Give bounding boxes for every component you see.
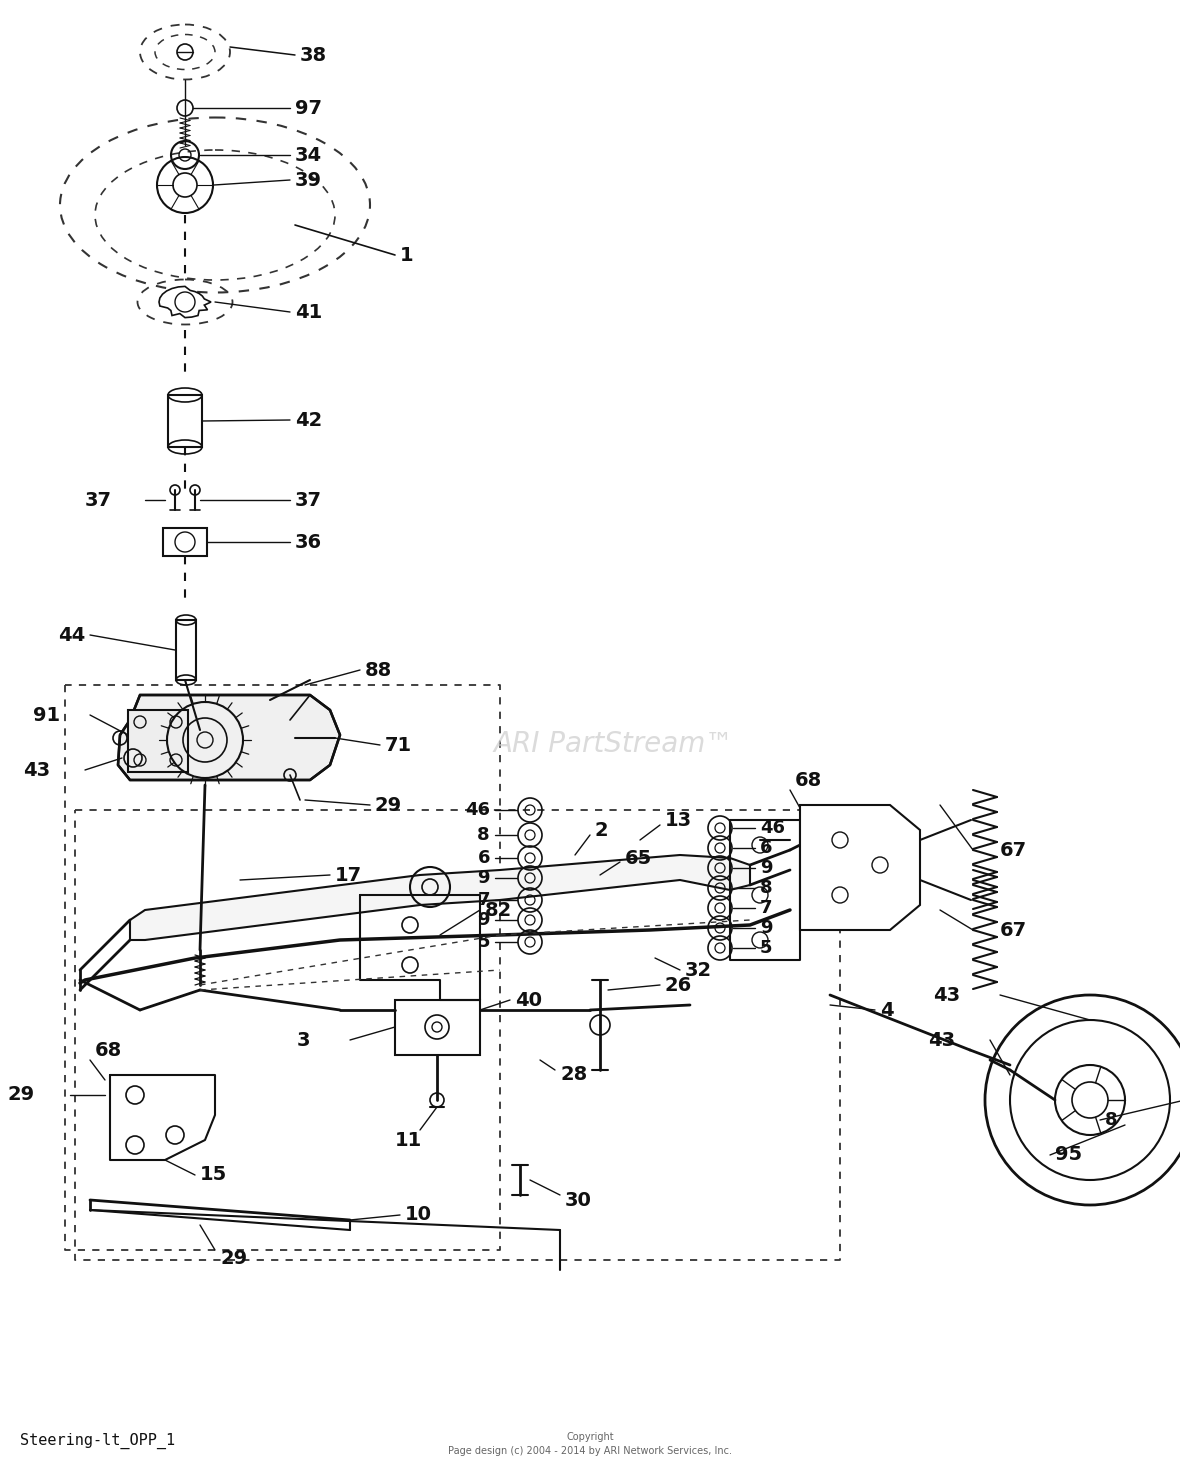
Bar: [127, 710, 188, 772]
Text: 29: 29: [375, 796, 402, 815]
Text: 88: 88: [365, 660, 392, 680]
Text: 38: 38: [300, 46, 327, 65]
Text: 82: 82: [485, 901, 512, 920]
Text: 29: 29: [219, 1248, 247, 1268]
Text: 42: 42: [295, 410, 322, 429]
Text: 1: 1: [400, 246, 414, 264]
Text: 34: 34: [295, 146, 322, 165]
Text: 9: 9: [478, 870, 490, 887]
Text: Copyright
Page design (c) 2004 - 2014 by ARI Network Services, Inc.: Copyright Page design (c) 2004 - 2014 by…: [448, 1433, 732, 1456]
Text: 7: 7: [478, 890, 490, 909]
Text: 15: 15: [199, 1166, 228, 1185]
Text: 46: 46: [760, 820, 785, 837]
Text: 26: 26: [666, 976, 693, 995]
Text: 11: 11: [395, 1131, 422, 1150]
Text: 40: 40: [514, 991, 542, 1010]
Text: 36: 36: [295, 532, 322, 551]
Bar: [395, 999, 480, 1055]
Text: Steering-lt_OPP_1: Steering-lt_OPP_1: [20, 1433, 175, 1449]
Text: 91: 91: [33, 706, 60, 725]
Text: 8: 8: [478, 825, 490, 845]
Text: 9: 9: [760, 918, 773, 937]
Text: 4: 4: [880, 1001, 893, 1020]
Text: 6: 6: [760, 839, 773, 856]
Polygon shape: [130, 855, 750, 940]
Text: 6: 6: [478, 849, 490, 867]
Text: 46: 46: [465, 800, 490, 820]
Text: 43: 43: [933, 986, 961, 1004]
Text: 8: 8: [760, 879, 773, 898]
Bar: [176, 621, 196, 680]
Text: 2: 2: [595, 821, 609, 840]
Text: 65: 65: [625, 849, 653, 868]
Text: 8: 8: [1104, 1111, 1117, 1129]
Text: 5: 5: [760, 939, 773, 957]
Text: 5: 5: [478, 933, 490, 951]
Text: 68: 68: [795, 771, 822, 790]
Text: 32: 32: [686, 961, 712, 980]
Polygon shape: [118, 696, 340, 780]
Text: 3: 3: [296, 1030, 310, 1049]
Text: 41: 41: [295, 302, 322, 321]
Text: 43: 43: [22, 761, 50, 780]
Text: 13: 13: [666, 811, 693, 830]
Text: 43: 43: [927, 1030, 955, 1049]
Text: 30: 30: [565, 1191, 592, 1210]
Text: 67: 67: [999, 840, 1027, 859]
Text: 97: 97: [295, 99, 322, 118]
Bar: [168, 395, 202, 447]
Text: 29: 29: [8, 1085, 35, 1104]
Polygon shape: [159, 286, 211, 317]
Text: 95: 95: [1055, 1145, 1082, 1164]
Text: 9: 9: [760, 859, 773, 877]
Text: 37: 37: [295, 491, 322, 510]
Text: ARI PartStream™: ARI PartStream™: [493, 731, 734, 758]
Text: 68: 68: [96, 1041, 123, 1060]
Text: 71: 71: [385, 736, 412, 755]
Text: 9: 9: [478, 911, 490, 929]
Text: 37: 37: [85, 491, 112, 510]
Bar: [163, 528, 206, 556]
Polygon shape: [800, 805, 920, 930]
Text: 44: 44: [58, 625, 85, 644]
Text: 7: 7: [760, 899, 773, 917]
Text: 17: 17: [335, 865, 362, 884]
Text: 39: 39: [295, 171, 322, 190]
Text: 10: 10: [405, 1206, 432, 1225]
Text: 67: 67: [999, 920, 1027, 939]
Text: 28: 28: [560, 1066, 588, 1085]
